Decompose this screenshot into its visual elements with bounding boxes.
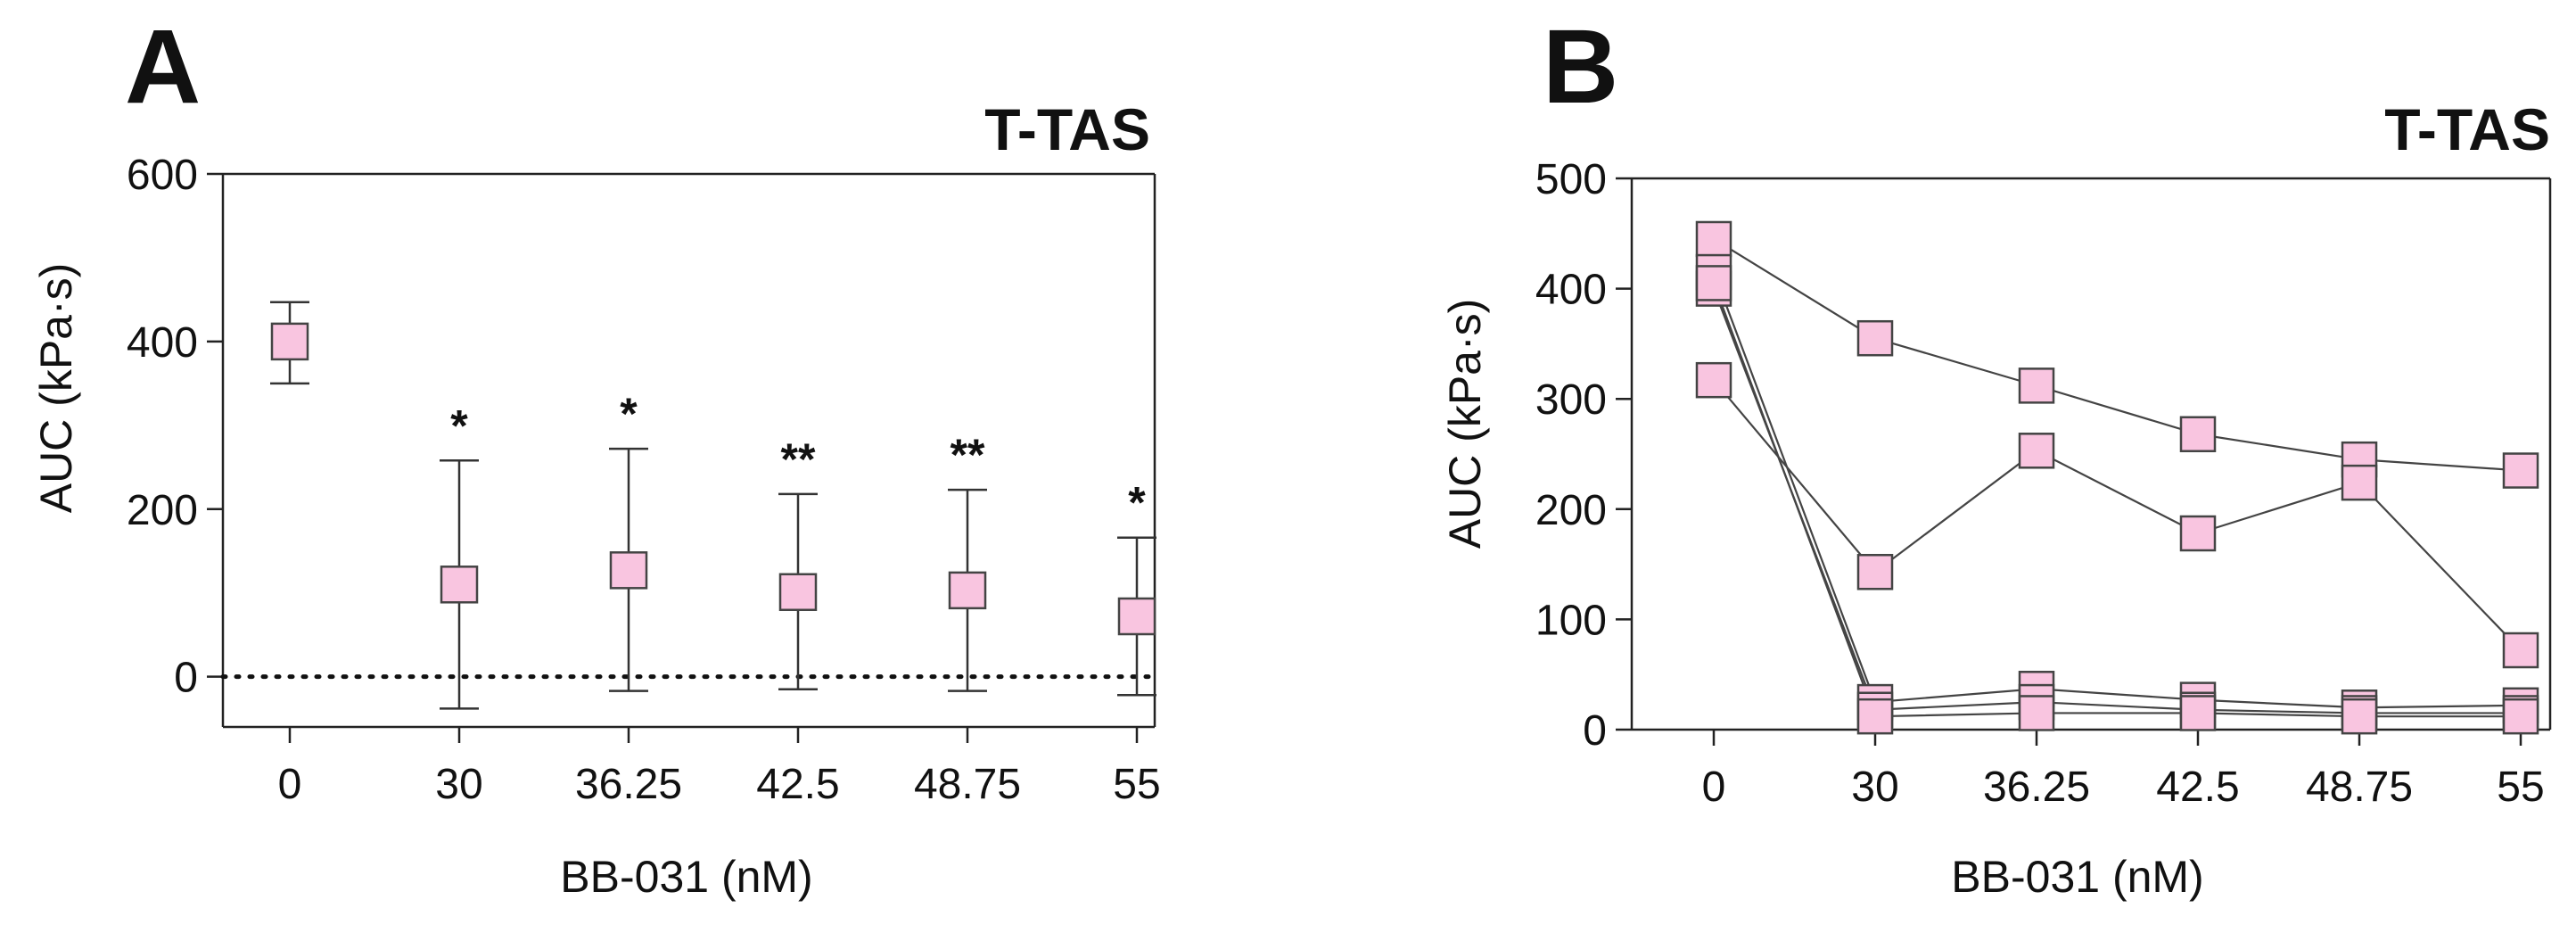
panel-a-x-tick-label: 42.5 xyxy=(756,761,839,808)
panel-b-series-line-3 xyxy=(1712,271,2522,709)
panel-b-series-line-5 xyxy=(1712,283,2521,718)
panel-a-data-point xyxy=(778,573,818,612)
panel-a-x-tick-label: 55 xyxy=(1113,761,1160,808)
panel-b-y-tick-label: 200 xyxy=(1535,487,1607,534)
panel-b-x-tick-label: 30 xyxy=(1851,764,1898,811)
panel-a-significance-marker: * xyxy=(1128,478,1146,528)
panel-b-y-tick-label: 400 xyxy=(1535,267,1607,314)
panel-a-x-tick-label: 0 xyxy=(278,761,302,808)
panel-a-significance-marker: ** xyxy=(781,434,816,484)
panel-b: B T-TAS 0 100 200 300 400 500 0 30 36.25 42.5 48.7… xyxy=(1440,8,2552,902)
panel-b-data-point xyxy=(1695,361,1732,399)
panel-a-y-tick-label: 0 xyxy=(174,655,198,702)
panel-b-letter: B xyxy=(1543,8,1618,126)
panel-a-y-tick-label: 200 xyxy=(127,487,198,534)
panel-b-data-point xyxy=(2341,464,2378,501)
panel-a-data-point xyxy=(1117,597,1156,636)
panel-a-data-point xyxy=(948,571,987,610)
panel-a-x-tick-label: 30 xyxy=(435,761,482,808)
panel-b-data-point xyxy=(1856,698,1894,735)
panel-b-x-tick-label: 48.75 xyxy=(2306,764,2413,811)
panel-b-data-point xyxy=(2018,367,2055,404)
panel-a-title: T-TAS xyxy=(984,96,1150,162)
panel-b-data-point xyxy=(2179,416,2217,453)
panel-b-data-point xyxy=(2502,698,2539,735)
panel-b-series-line-1 xyxy=(1713,238,2522,472)
panel-b-data-point xyxy=(2502,452,2539,489)
panel-b-x-axis-title: BB-031 (nM) xyxy=(1951,852,2203,902)
panel-b-data-point xyxy=(2018,433,2055,469)
panel-b-y-tick-label: 500 xyxy=(1535,156,1607,203)
panel-b-y-tick-label: 300 xyxy=(1535,376,1607,424)
panel-b-data-point xyxy=(1695,220,1732,258)
panel-b-y-axis-title: AUC (kPa·s) xyxy=(1440,299,1490,549)
panel-b-data-point xyxy=(2179,695,2217,731)
panel-a-x-tick-label: 48.75 xyxy=(914,761,1021,808)
panel-b-data-point xyxy=(2018,695,2055,731)
panel-a-x-axis-title: BB-031 (nM) xyxy=(560,852,812,902)
panel-b-data-point xyxy=(2502,632,2539,669)
panel-b-y-tick-label: 100 xyxy=(1535,597,1607,644)
panel-a-y-axis-title: AUC (kPa·s) xyxy=(31,263,81,514)
panel-b-series-line-4 xyxy=(1712,288,2521,714)
panel-b-data-point xyxy=(1856,319,1894,357)
panel-a-x-tick-label: 36.25 xyxy=(575,761,682,808)
panel-a-y-tick-label: 600 xyxy=(127,152,198,199)
panel-b-data-point xyxy=(2341,698,2378,735)
panel-a-y-tick-label: 400 xyxy=(127,319,198,367)
panel-a-data-point xyxy=(270,322,309,361)
panel-b-data-point xyxy=(1695,265,1732,301)
panel-b-x-tick-label: 55 xyxy=(2497,764,2544,811)
panel-a-significance-marker: ** xyxy=(951,430,985,480)
panel-b-plot-area: 0 100 200 300 400 500 0 30 36.25 42.5 48.75 55 xyxy=(1535,156,2552,811)
panel-a-data-point xyxy=(440,566,479,604)
panel-b-data-point xyxy=(1856,554,1894,590)
panel-a-significance-marker: * xyxy=(620,389,638,439)
panel-b-x-tick-label: 42.5 xyxy=(2156,764,2239,811)
panel-b-x-tick-label: 36.25 xyxy=(1983,764,2090,811)
panel-b-data-point xyxy=(2179,515,2217,552)
panel-b-title: T-TAS xyxy=(2384,96,2550,162)
panel-b-x-tick-label: 0 xyxy=(1702,764,1726,811)
panel-a-letter: A xyxy=(125,8,201,126)
panel-b-y-tick-label: 0 xyxy=(1583,707,1607,755)
panel-b-series-line-2 xyxy=(1713,379,2522,651)
panel-a-data-point xyxy=(609,551,648,590)
panel-a-significance-marker: * xyxy=(450,400,468,450)
